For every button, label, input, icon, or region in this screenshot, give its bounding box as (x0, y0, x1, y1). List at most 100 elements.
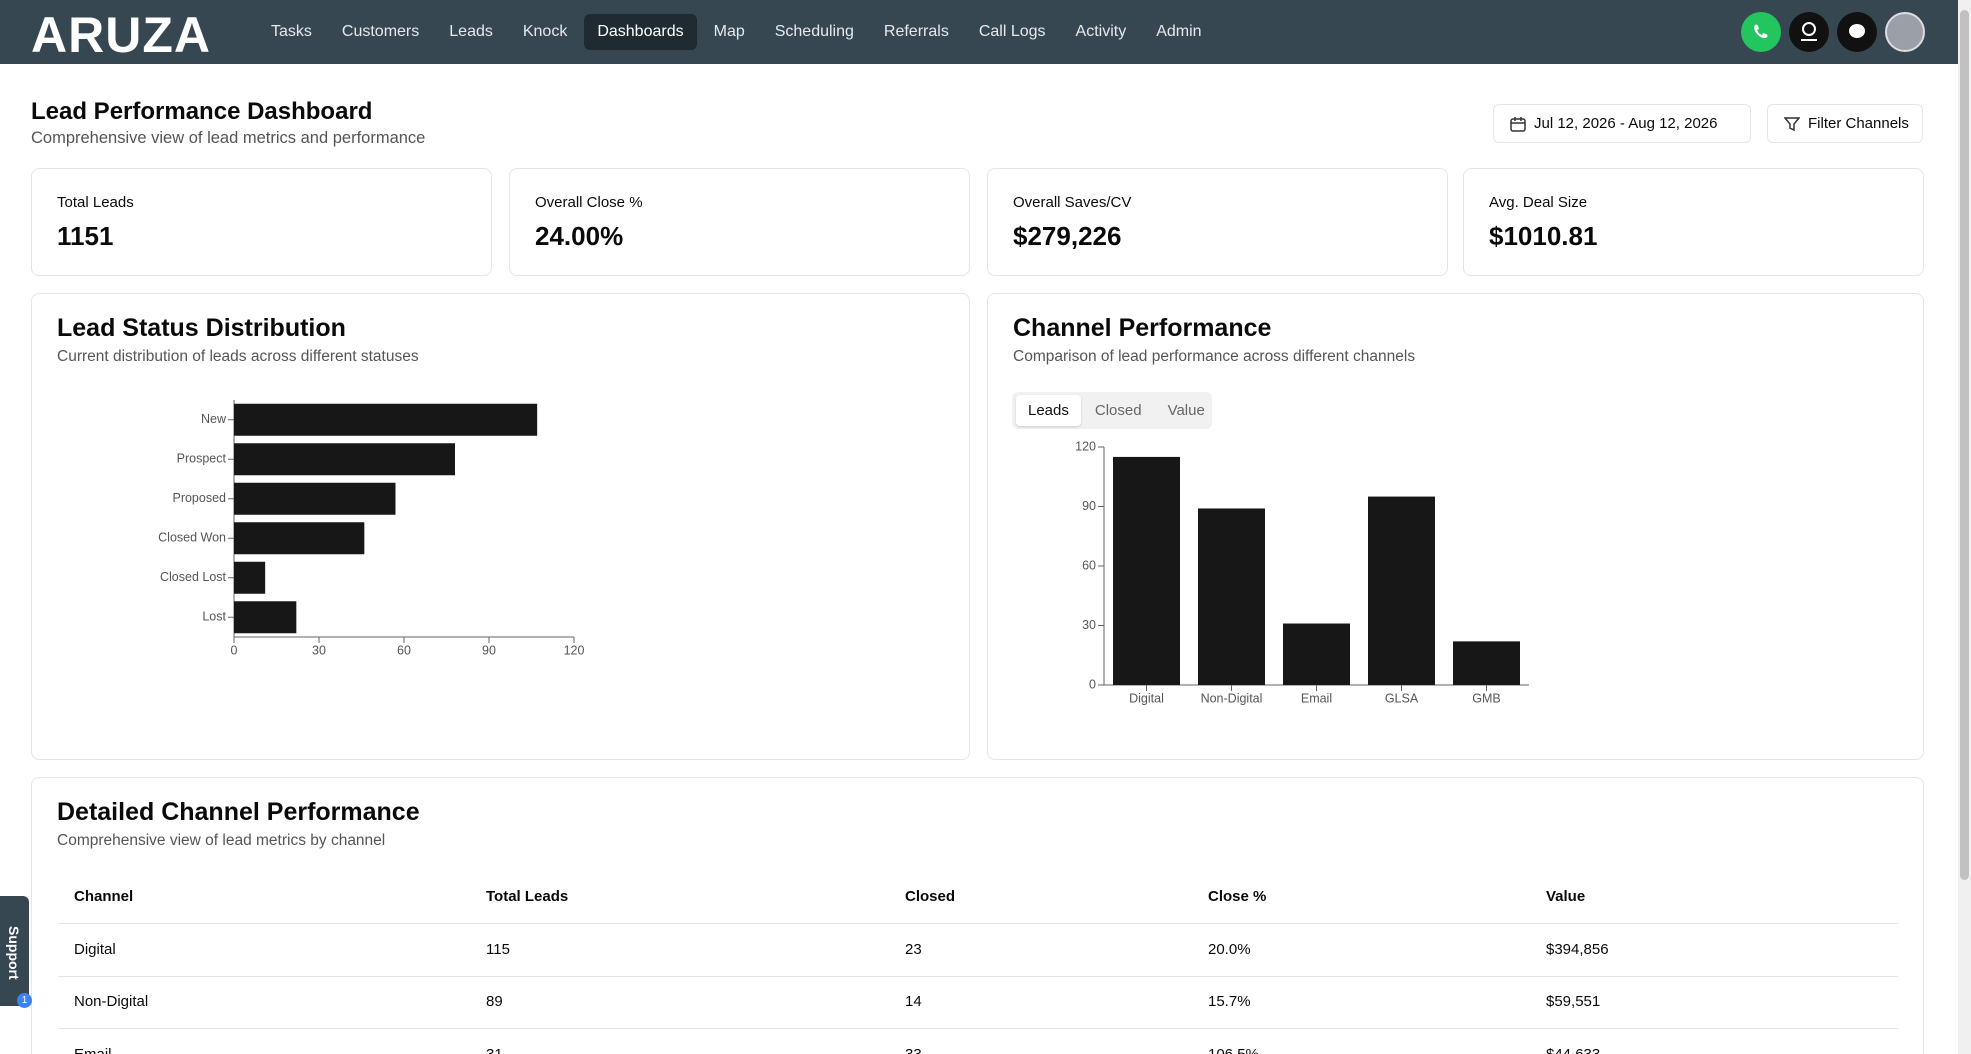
nav-item[interactable]: Map (713, 23, 745, 40)
x-tick-label: 60 (397, 643, 411, 657)
x-tick-label: 30 (312, 643, 326, 657)
x-tick-label: 120 (564, 643, 585, 657)
x-tick-label: 0 (231, 643, 238, 657)
x-tick-label: 90 (482, 643, 496, 657)
category-label: Prospect (177, 452, 227, 466)
table-cell: 33 (905, 1045, 922, 1054)
category-label: Closed Won (158, 531, 226, 545)
date-range: Jul 12, 2026 - Aug 12, 2026 (1534, 115, 1718, 132)
bar (234, 561, 266, 594)
avatar[interactable] (1885, 12, 1925, 52)
support-tab[interactable]: Support (0, 896, 29, 1006)
category-label: GMB (1472, 691, 1500, 705)
kpi-value: 1151 (57, 221, 114, 251)
kpi-card: Total Leads 1151 (31, 168, 492, 276)
row-divider (58, 975, 1898, 977)
nav-item[interactable]: Activity (1075, 23, 1127, 40)
table-cell: Non-Digital (74, 993, 149, 1010)
category-label: New (201, 412, 227, 426)
filter-label: Filter Channels (1808, 115, 1909, 132)
phone-button[interactable] (1741, 12, 1781, 52)
kpi-card: Overall Saves/CV $279,226 (987, 168, 1448, 276)
category-label: GLSA (1385, 691, 1419, 705)
category-label: Non-Digital (1201, 691, 1263, 705)
bar (234, 601, 297, 634)
bar (234, 482, 396, 515)
table-card: Detailed Channel Performance Comprehensi… (31, 777, 1924, 1054)
chat-button[interactable] (1837, 12, 1877, 52)
card-subtitle: Comprehensive view of lead metrics by ch… (57, 832, 386, 849)
lead-status-card: Lead Status Distribution Current distrib… (31, 293, 970, 760)
card-title: Detailed Channel Performance (57, 798, 420, 826)
bar (1283, 623, 1350, 685)
category-label: Closed Lost (160, 570, 227, 584)
card-title: Lead Status Distribution (57, 314, 346, 342)
kpi-label: Avg. Deal Size (1489, 194, 1588, 211)
nav-item[interactable]: Referrals (883, 23, 949, 40)
row-divider (58, 1028, 1898, 1030)
tab[interactable]: Value (1167, 402, 1205, 419)
table-cell: 20.0% (1208, 940, 1251, 958)
logo[interactable]: ARUZA (31, 7, 211, 63)
support-badge: 1 (17, 993, 32, 1008)
kpi-label: Overall Close % (535, 194, 643, 211)
y-tick-label: 60 (1082, 558, 1096, 572)
column-header: Channel (74, 888, 134, 905)
card-title: Channel Performance (1013, 314, 1272, 342)
table-cell: 23 (905, 940, 922, 958)
table-cell: $394,856 (1546, 940, 1609, 958)
category-label: Proposed (172, 491, 226, 505)
category-label: Digital (1129, 691, 1164, 705)
kpi-card: Avg. Deal Size $1010.81 (1463, 168, 1924, 276)
filter-button[interactable]: Filter Channels (1767, 104, 1923, 143)
table-cell: 14 (905, 993, 922, 1010)
calendar-icon (1510, 116, 1526, 132)
y-tick-label: 120 (1075, 439, 1096, 453)
bar (1368, 496, 1435, 685)
tab[interactable]: Leads (1016, 395, 1081, 426)
table-cell: 15.7% (1208, 993, 1251, 1010)
table-cell: 106.5% (1208, 1045, 1259, 1054)
bar (1453, 641, 1520, 685)
nav-item[interactable]: Scheduling (774, 23, 854, 40)
bar (1113, 456, 1180, 685)
kpi-label: Overall Saves/CV (1013, 194, 1132, 211)
nav-item[interactable]: Call Logs (978, 23, 1046, 40)
table-cell: 115 (486, 940, 510, 958)
kpi-value: $1010.81 (1489, 221, 1598, 251)
nav-items: Tasks Customers Leads Knock Dashboards Map Sch… (258, 14, 1215, 50)
tabs: Leads Closed Value (1012, 392, 1212, 429)
nav-item[interactable]: Tasks (271, 23, 312, 40)
bar (234, 443, 455, 476)
y-tick-label: 30 (1082, 618, 1096, 632)
kpi-value: $279,226 (1013, 221, 1122, 251)
scrollbar-thumb (1960, 10, 1969, 880)
column-header: Closed (905, 888, 956, 905)
nav-item[interactable]: Customers (341, 23, 420, 40)
scrollbar (1958, 0, 1971, 1054)
date-range-button[interactable]: Jul 12, 2026 - Aug 12, 2026 (1493, 104, 1751, 143)
card-subtitle: Comparison of lead performance across di… (1013, 348, 1416, 365)
table-cell: Email (74, 1045, 112, 1054)
table-cell: $59,551 (1546, 993, 1601, 1010)
column-header: Total Leads (486, 888, 569, 905)
bar (1198, 508, 1265, 685)
support-label: Support (6, 926, 22, 980)
nav-item[interactable]: Leads (449, 23, 493, 40)
column-header: Close % (1208, 888, 1267, 905)
page-subtitle: Comprehensive view of lead metrics and p… (31, 129, 426, 147)
top-nav: ARUZA Tasks Customers Leads Knock Dashboards… (0, 0, 1971, 64)
nav-item[interactable]: Knock (522, 23, 568, 40)
card-subtitle: Current distribution of leads across dif… (57, 348, 419, 365)
tab[interactable]: Closed (1094, 402, 1142, 419)
kpi-card: Overall Close % 24.00% (509, 168, 970, 276)
bar (234, 522, 365, 555)
nav-item[interactable]: Dashboards (584, 14, 697, 50)
table-cell: 31 (486, 1045, 503, 1054)
nav-item[interactable]: Admin (1156, 23, 1202, 40)
kpi-label: Total Leads (57, 194, 134, 211)
location-button[interactable] (1789, 12, 1829, 52)
category-label: Lost (202, 610, 226, 624)
